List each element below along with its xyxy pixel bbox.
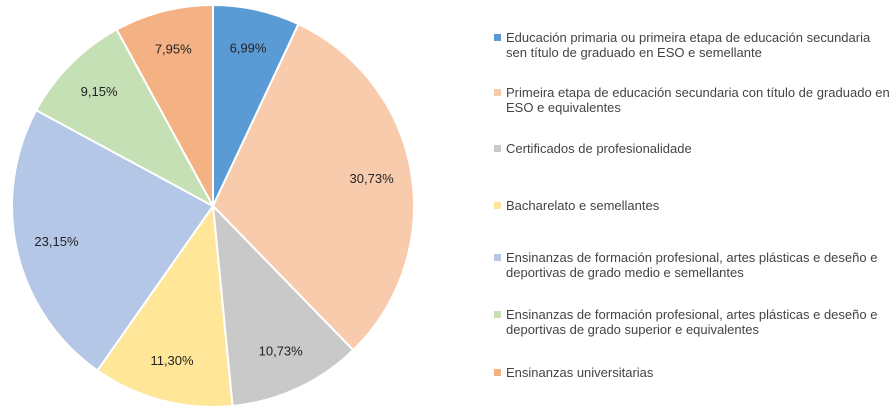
legend-item: Bacharelato e semellantes xyxy=(494,198,894,213)
pie-slice xyxy=(211,22,415,352)
legend-label: Ensinanzas de formación profesional, art… xyxy=(506,250,878,280)
legend-item: Ensinanzas universitarias xyxy=(494,365,894,380)
data-label: 23,15% xyxy=(34,234,79,249)
legend-swatch xyxy=(494,201,501,209)
pie-slice xyxy=(115,3,214,207)
data-label: 7,95% xyxy=(155,42,192,57)
legend-swatch xyxy=(494,311,501,318)
legend-label: Bacharelato e semellantes xyxy=(506,197,660,213)
data-label: 10,73% xyxy=(259,343,304,358)
pie-slice xyxy=(211,203,355,408)
legend-label: Certificados de profesionalidade xyxy=(506,140,692,156)
pie-slice xyxy=(11,108,215,372)
legend-swatch xyxy=(494,368,501,376)
legend-label: Educación primaria ou primeira etapa de … xyxy=(506,30,871,60)
data-label: 9,15% xyxy=(81,84,118,99)
legend-item: Ensinanzas de formación profesional, art… xyxy=(494,307,894,337)
legend-label: Ensinanzas de formación profesional, art… xyxy=(506,307,878,337)
legend-swatch xyxy=(494,34,501,41)
legend-item: Primeira etapa de educación secundaria c… xyxy=(494,85,894,115)
data-label: 11,30% xyxy=(150,353,194,368)
legend-item: Ensinanzas de formación profesional, art… xyxy=(494,250,894,280)
legend-item: Educación primaria ou primeira etapa de … xyxy=(494,30,894,60)
data-label: 30,73% xyxy=(350,171,395,186)
data-label: 6,99% xyxy=(230,40,267,55)
legend-label: Ensinanzas universitarias xyxy=(506,364,654,380)
legend-item: Certificados de profesionalidade xyxy=(494,141,894,156)
legend-swatch xyxy=(494,89,501,96)
pie-slice xyxy=(96,203,234,408)
legend-swatch xyxy=(494,144,501,152)
legend-swatch xyxy=(494,254,501,261)
legend-label: Primeira etapa de educación secundaria c… xyxy=(506,85,890,115)
pie-slice xyxy=(34,28,216,209)
